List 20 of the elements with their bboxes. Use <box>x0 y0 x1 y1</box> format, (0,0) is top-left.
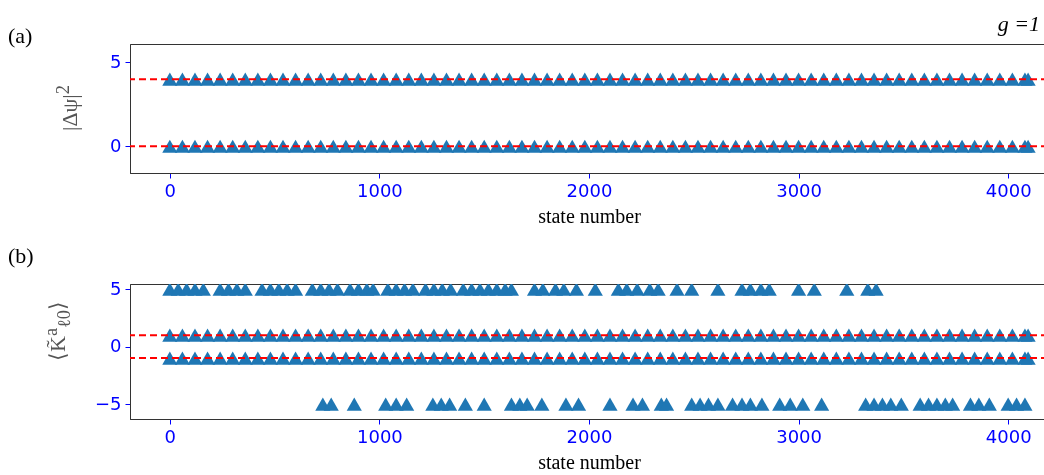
x-tick-label: 0 <box>164 179 177 201</box>
y-tick-label: 5 <box>110 50 122 72</box>
x-tick-label: 0 <box>164 425 177 447</box>
x-tick-label: 1000 <box>357 179 403 201</box>
text: g =1 <box>997 11 1040 37</box>
x-axis-title: state number <box>538 450 642 473</box>
x-tick-label: 1000 <box>357 425 403 447</box>
y-tick-label: 5 <box>110 277 122 299</box>
chart-title: (a) <box>8 23 33 49</box>
y-tick-label: 0 <box>110 335 122 357</box>
x-tick-label: 3000 <box>776 179 822 201</box>
x-tick-label: 2000 <box>566 179 613 201</box>
x-axis-title: state number <box>538 204 642 227</box>
y-tick-label: −5 <box>94 392 122 414</box>
x-tick-label: 2000 <box>566 425 613 447</box>
x-tick-label: 4000 <box>985 425 1032 447</box>
chart-title: (b) <box>8 243 34 269</box>
x-tick-label: 3000 <box>776 425 822 447</box>
x-tick-label: 4000 <box>985 179 1032 201</box>
y-tick-label: 0 <box>110 134 122 156</box>
